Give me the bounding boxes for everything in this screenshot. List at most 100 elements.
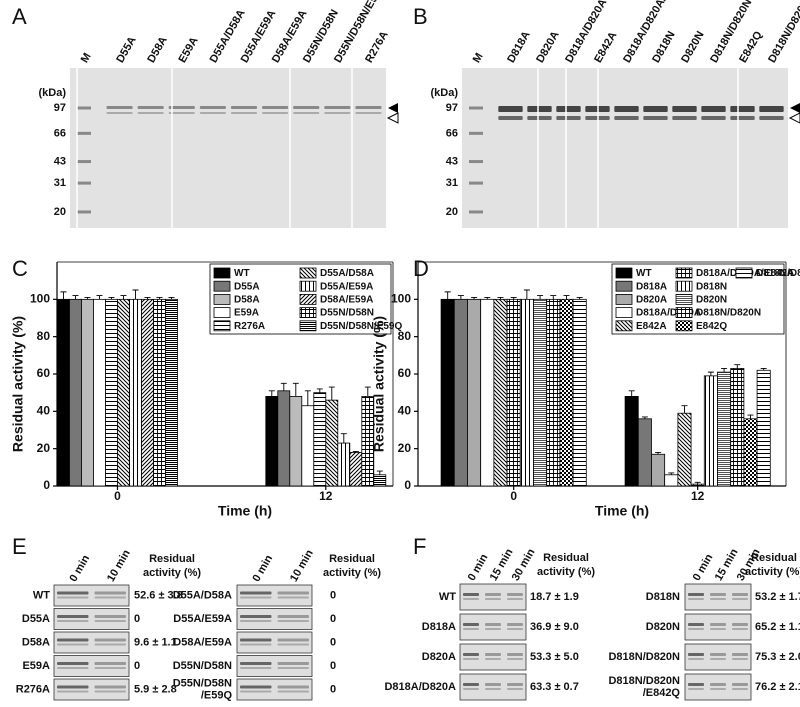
error-bar: [641, 416, 648, 419]
y-tick-label: 80: [398, 329, 412, 343]
error-bar: [747, 414, 754, 419]
legend-label: E59A: [234, 308, 259, 319]
column-header: 0 min: [466, 552, 491, 583]
row-label: D55N/D58N: [173, 677, 232, 689]
protein-band: [498, 116, 523, 120]
error-bar: [694, 481, 701, 485]
gel-strip: [236, 584, 313, 607]
protein-band: [94, 620, 126, 622]
error-bar: [96, 295, 103, 300]
residual-value: 76.2 ± 2.1: [755, 681, 800, 693]
error-bar: [510, 297, 517, 300]
protein-band: [710, 593, 726, 596]
protein-band: [94, 615, 126, 618]
bar: [664, 474, 679, 487]
protein-band: [57, 596, 89, 599]
protein-band: [463, 598, 479, 600]
column-header: 0 min: [67, 553, 92, 584]
row-label: WT: [439, 591, 456, 603]
row-label: D818A/D820A: [384, 681, 456, 693]
bar: [93, 298, 106, 487]
y-tick-label: 100: [391, 292, 411, 306]
marker-unit: (kDa): [38, 87, 66, 99]
gel-strip: [236, 678, 313, 701]
panel-label: A: [12, 4, 27, 29]
gel-strip: [459, 673, 527, 701]
legend-swatch: [213, 267, 231, 279]
bar: [519, 298, 534, 487]
bar: [165, 298, 178, 487]
protein-band: [199, 106, 226, 109]
protein-band: [240, 591, 272, 595]
legend-label: R276A: [234, 321, 265, 332]
lane-label: E842A: [592, 30, 619, 65]
column-header: 0 min: [250, 553, 275, 584]
legend-swatch: [299, 293, 317, 305]
protein-band: [293, 112, 320, 114]
legend-swatch: [213, 307, 231, 319]
bar: [69, 298, 82, 487]
protein-band: [485, 688, 501, 690]
protein-band: [57, 620, 89, 622]
row-label: D818A: [422, 621, 456, 633]
lane-label: M: [79, 51, 94, 65]
residual-value: 0: [330, 636, 336, 648]
protein-band: [732, 658, 748, 660]
protein-band: [672, 116, 697, 120]
marker-label: 66: [446, 127, 458, 139]
marker-label: 97: [54, 102, 66, 114]
gel-strip: [236, 655, 313, 677]
y-tick-label: 40: [37, 404, 51, 418]
error-bar: [444, 291, 451, 300]
protein-band: [485, 628, 501, 630]
protein-band: [710, 658, 726, 660]
legend-swatch: [615, 293, 633, 305]
bar: [717, 371, 732, 487]
y-tick-label: 100: [30, 292, 50, 306]
row-label: /E59Q: [201, 689, 233, 701]
protein-band: [688, 593, 704, 596]
error-bar: [537, 295, 544, 300]
marker-band: [77, 181, 91, 185]
band-arrow-filled: [388, 103, 398, 113]
protein-band: [240, 662, 272, 665]
bar: [546, 298, 561, 487]
bar: [703, 375, 718, 487]
row-label: R276A: [16, 683, 50, 695]
protein-band: [137, 112, 164, 114]
protein-band: [277, 620, 309, 622]
protein-band: [507, 683, 523, 686]
legend-swatch: [615, 307, 633, 319]
residual-value: 53.2 ± 1.7: [755, 591, 800, 603]
bar: [129, 298, 142, 487]
protein-band: [57, 638, 89, 642]
marker-label: 20: [54, 206, 66, 218]
protein-band: [94, 662, 126, 665]
protein-band: [94, 690, 126, 693]
error-bar: [550, 295, 557, 300]
bar: [141, 298, 154, 487]
y-tick-label: 20: [398, 441, 412, 455]
gel-strip: [684, 613, 752, 641]
row-label: /E842Q: [643, 687, 681, 699]
protein-band: [485, 623, 501, 626]
bar: [493, 298, 508, 487]
error-bar: [168, 297, 175, 300]
protein-band: [701, 106, 726, 112]
legend-label: WT: [234, 268, 250, 279]
protein-band: [614, 116, 639, 120]
protein-band: [710, 683, 726, 686]
bar: [559, 298, 574, 487]
protein-band: [94, 685, 126, 689]
protein-band: [732, 653, 748, 656]
protein-band: [94, 596, 126, 599]
protein-band: [730, 116, 755, 120]
protein-band: [324, 112, 351, 114]
bar: [57, 298, 70, 487]
bar: [440, 298, 455, 487]
value-header: activity (%): [323, 567, 381, 579]
protein-band: [498, 106, 523, 112]
lane-label: D58A: [145, 35, 169, 65]
error-bar: [497, 297, 504, 300]
lane-label: E842Q: [737, 29, 765, 65]
